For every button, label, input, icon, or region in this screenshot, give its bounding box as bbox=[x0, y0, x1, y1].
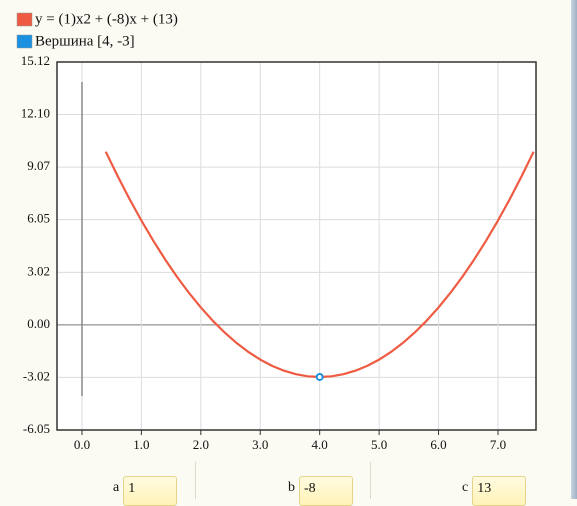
coefficient-input[interactable]: 1 bbox=[123, 476, 178, 506]
vertex-point bbox=[315, 372, 324, 381]
coefficient-label: a bbox=[113, 480, 120, 495]
coefficient-input[interactable]: -8 bbox=[299, 476, 353, 506]
x-tick-label: 1.0 bbox=[133, 437, 149, 452]
y-tick-label: 12.10 bbox=[21, 105, 50, 120]
separator bbox=[195, 462, 196, 499]
x-tick-label: 0.0 bbox=[74, 437, 90, 452]
marks bbox=[104, 151, 535, 381]
plot-border bbox=[56, 61, 537, 431]
legend-swatch bbox=[16, 34, 33, 49]
coefficient-label: c bbox=[462, 480, 469, 495]
legend: y = (1)x2 + (-8)x + (13) Вершина [4, -3] bbox=[16, 11, 178, 49]
legend-label: Вершина [4, -3] bbox=[35, 33, 135, 49]
separator bbox=[370, 462, 371, 499]
coefficient-control: c 13 bbox=[462, 476, 527, 506]
window-frame bbox=[571, 0, 577, 499]
y-tick-label: 0.00 bbox=[27, 316, 50, 331]
y-tick-label: 9.07 bbox=[27, 158, 50, 173]
x-tick-label: 7.0 bbox=[490, 437, 506, 452]
legend-label: y = (1)x2 + (-8)x + (13) bbox=[35, 11, 178, 27]
coefficient-label: b bbox=[288, 480, 295, 495]
y-tick-label: 15.12 bbox=[21, 53, 50, 68]
x-tick-label: 4.0 bbox=[312, 437, 328, 452]
x-tick-label: 6.0 bbox=[430, 437, 446, 452]
plot-area bbox=[57, 62, 536, 430]
coefficient-control: b -8 bbox=[288, 476, 353, 506]
y-tick-label: -6.05 bbox=[23, 421, 50, 436]
y-tick-label: -3.02 bbox=[23, 368, 50, 383]
x-tick-label: 5.0 bbox=[371, 437, 387, 452]
x-tick-label: 3.0 bbox=[252, 437, 268, 452]
y-tick-label: 6.05 bbox=[27, 211, 50, 226]
y-tick-label: 3.02 bbox=[27, 263, 50, 278]
legend-swatch bbox=[16, 12, 33, 27]
coefficient-input[interactable]: 13 bbox=[472, 476, 527, 506]
x-tick-label: 2.0 bbox=[193, 437, 209, 452]
